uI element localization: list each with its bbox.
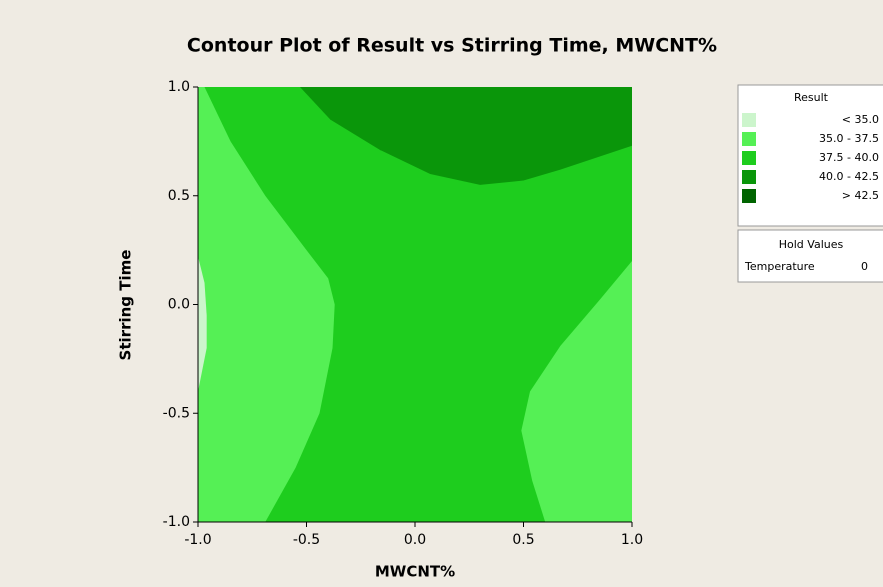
y-axis-label: Stirring Time (117, 250, 135, 361)
legend-swatch (742, 132, 756, 146)
y-tick-label: 1.0 (168, 79, 190, 95)
hold-box (737, 229, 883, 283)
legend-label: 40.0 - 42.5 (819, 170, 879, 183)
y-tick-label: -0.5 (163, 405, 190, 421)
legend-label: 37.5 - 40.0 (819, 151, 879, 164)
y-tick-label: 0.5 (168, 188, 190, 204)
legend-swatch (742, 151, 756, 165)
legend-label: > 42.5 (842, 189, 879, 202)
x-tick-label: 0.0 (404, 532, 426, 548)
chart-title: Contour Plot of Result vs Stirring Time,… (187, 35, 717, 57)
hold-value: 0 (861, 260, 868, 273)
contour-region (198, 87, 335, 522)
legend-box (737, 84, 883, 227)
x-axis-label: MWCNT% (375, 563, 455, 581)
legend-swatch (742, 189, 756, 203)
contour-region (521, 261, 632, 522)
hold-title: Hold Values (779, 238, 844, 251)
x-tick-label: -1.0 (184, 532, 211, 548)
x-tick-label: 0.5 (512, 532, 534, 548)
hold-name: Temperature (744, 260, 815, 273)
legend-swatch (742, 113, 756, 127)
legend-title: Result (794, 91, 829, 104)
y-tick-label: -1.0 (163, 514, 190, 530)
legend-swatch (742, 170, 756, 184)
y-tick-label: 0.0 (168, 297, 190, 313)
legend-label: 35.0 - 37.5 (819, 132, 879, 145)
contour-region (198, 256, 207, 392)
x-tick-label: -0.5 (293, 532, 320, 548)
contour-region (299, 87, 632, 185)
legend-label: < 35.0 (842, 113, 879, 126)
x-tick-label: 1.0 (621, 532, 643, 548)
